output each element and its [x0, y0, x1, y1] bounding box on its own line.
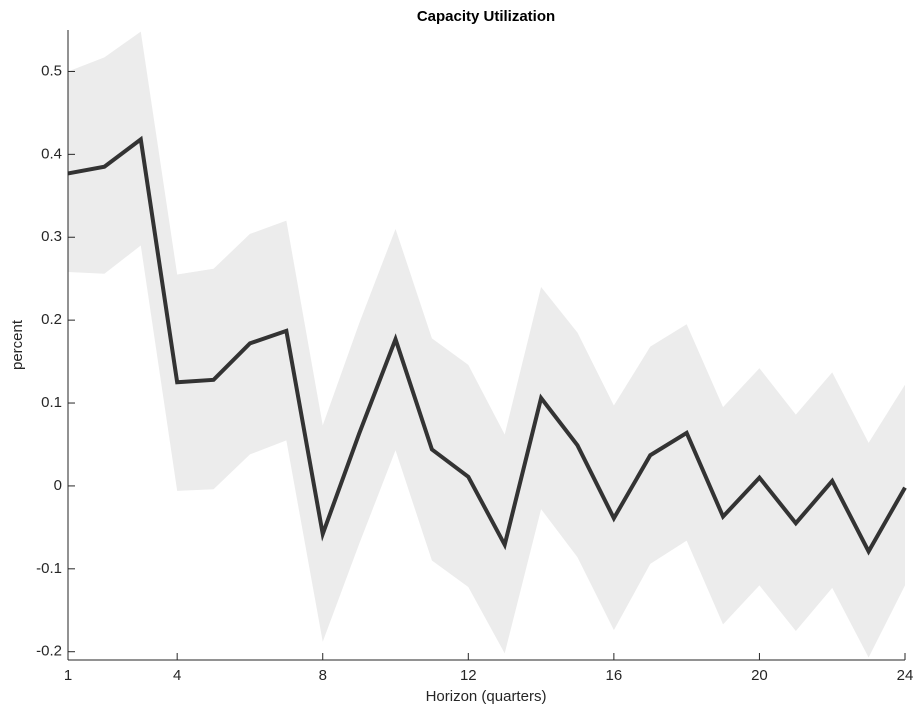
x-tick-label: 20 [751, 667, 768, 684]
x-tick-label: 16 [606, 667, 623, 684]
y-tick-label: 0.5 [41, 62, 62, 79]
x-tick-label: 12 [460, 667, 477, 684]
chart-title: Capacity Utilization [417, 8, 555, 25]
y-tick-label: 0.2 [41, 311, 62, 328]
confidence-band [68, 31, 905, 658]
y-tick-label: 0.4 [41, 145, 62, 162]
y-tick-label: -0.2 [36, 643, 62, 660]
x-tick-label: 24 [897, 667, 914, 684]
y-tick-label: 0 [54, 477, 62, 494]
line-series [67, 135, 907, 556]
x-tick-label: 1 [64, 667, 72, 684]
x-tick-label: 8 [319, 667, 327, 684]
x-axis-label: Horizon (quarters) [426, 688, 547, 705]
x-tick-label: 4 [173, 667, 181, 684]
y-axis-label: percent [9, 319, 26, 370]
y-tick-label: 0.1 [41, 394, 62, 411]
y-tick-label: 0.3 [41, 228, 62, 245]
y-tick-label: -0.1 [36, 560, 62, 577]
